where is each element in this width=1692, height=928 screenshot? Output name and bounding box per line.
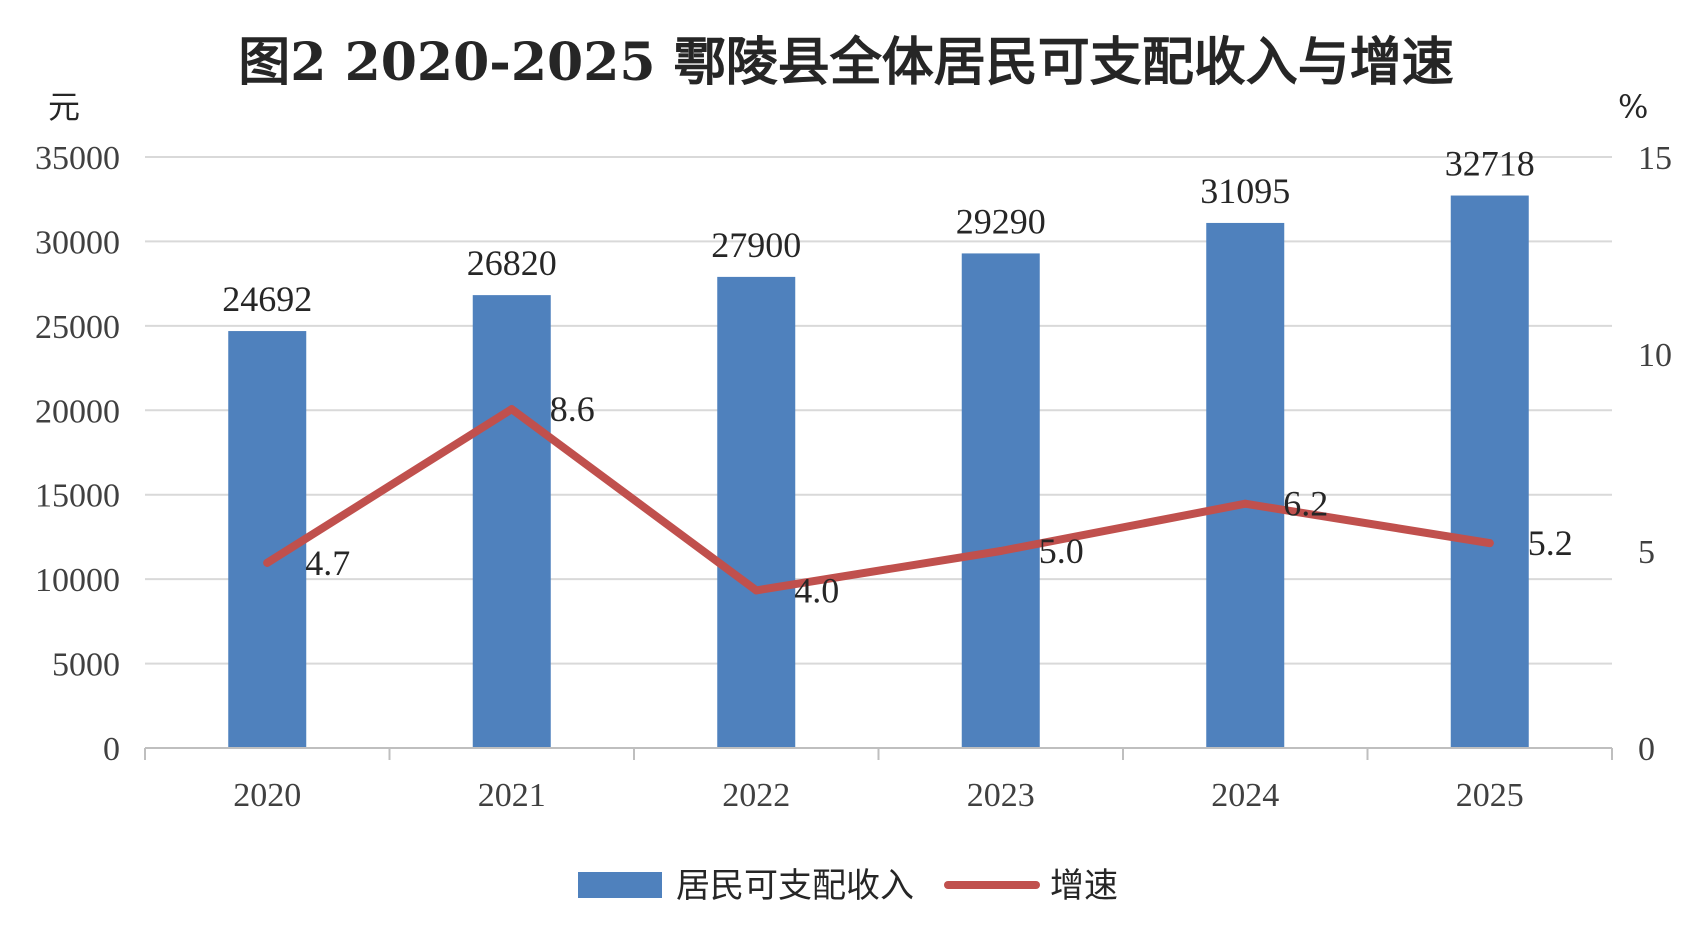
income-bar-label: 31095 [1200,171,1290,211]
left-tick-label: 35000 [35,140,120,177]
growth-line-layer [263,405,1494,595]
growth-point [263,558,272,567]
income-bar [228,331,307,748]
right-tick-label: 15 [1638,140,1672,177]
right-axis-ticks: 0 5 10 15 [1638,140,1672,768]
income-bar [717,276,796,748]
legend-label-growth: 增速 [1050,866,1118,906]
x-tick-label: 2025 [1456,777,1524,814]
x-tick-label: 2022 [722,777,790,814]
right-tick-label: 5 [1638,534,1655,571]
growth-point [1485,539,1494,548]
x-tick-label: 2023 [967,777,1035,814]
growth-point [752,586,761,595]
income-bar [1206,222,1285,748]
left-tick-label: 10000 [35,562,120,599]
income-bar [472,295,551,748]
growth-line-labels: 4.7 8.6 4.0 5.0 6.2 5.2 [305,389,1573,610]
growth-point-label: 6.2 [1283,484,1328,524]
left-axis-ticks: 0 5000 10000 15000 20000 25000 30000 35000 [35,140,120,768]
income-bar-label: 29290 [956,201,1046,241]
legend-label-income: 居民可支配收入 [676,866,914,906]
income-bar-label: 26820 [467,243,557,283]
right-tick-label: 0 [1638,731,1655,768]
income-bar-label: 32718 [1445,144,1535,184]
left-tick-label: 0 [103,731,120,768]
growth-point-label: 4.0 [794,570,839,610]
income-bar [1450,195,1529,748]
income-bar-labels: 24692 26820 27900 29290 31095 32718 [222,144,1535,320]
growth-point-label: 4.7 [305,543,350,583]
growth-point [507,405,516,414]
income-bar-label: 27900 [711,225,801,265]
growth-point-label: 5.2 [1528,523,1573,563]
gridlines [145,156,1612,665]
right-axis-unit: % [1618,88,1648,126]
growth-point-label: 5.0 [1039,531,1084,571]
left-tick-label: 15000 [35,478,120,515]
chart-title: 图2 2020-2025 鄠陵县全体居民可支配收入与增速 [238,32,1453,93]
growth-point [1241,499,1250,508]
right-tick-label: 10 [1638,337,1672,374]
growth-point [996,547,1005,555]
left-tick-label: 20000 [35,393,120,430]
growth-line [263,405,1494,595]
left-tick-label: 30000 [35,224,120,261]
growth-point-label: 8.6 [550,389,595,429]
left-tick-label: 25000 [35,309,120,346]
x-tick-label: 2024 [1211,777,1279,814]
income-bar [961,253,1040,749]
left-axis-unit: 元 [48,88,80,126]
legend-swatch-income [578,872,662,898]
x-tick-label: 2020 [233,777,301,814]
x-tick-label: 2021 [478,777,546,814]
income-bars [228,195,1529,749]
left-tick-label: 5000 [52,647,120,684]
legend: 居民可支配收入 增速 [578,866,1118,906]
x-axis: 2020 2021 2022 2023 2024 2025 [144,747,1613,814]
income-bar-label: 24692 [222,279,312,319]
